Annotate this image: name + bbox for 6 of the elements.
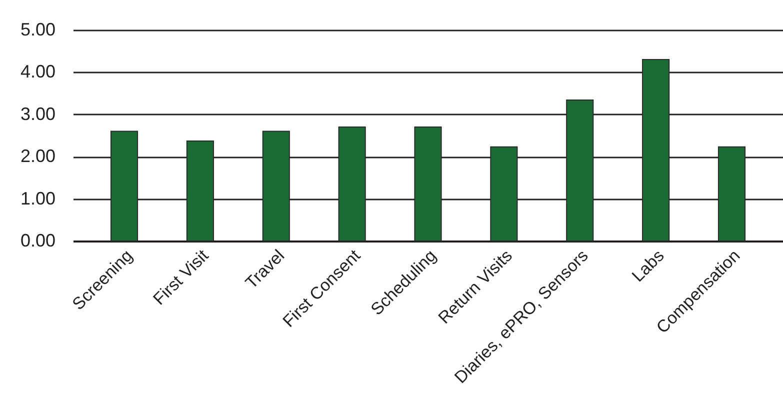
y-tick-label: 2.00 — [20, 146, 56, 166]
y-tick-label: 1.00 — [20, 188, 56, 208]
y-tick-label: 5.00 — [20, 20, 56, 40]
y-tick-label: 0.00 — [20, 230, 56, 250]
y-tick-label: 3.00 — [20, 104, 56, 124]
y-tick-label: 4.00 — [20, 62, 56, 82]
